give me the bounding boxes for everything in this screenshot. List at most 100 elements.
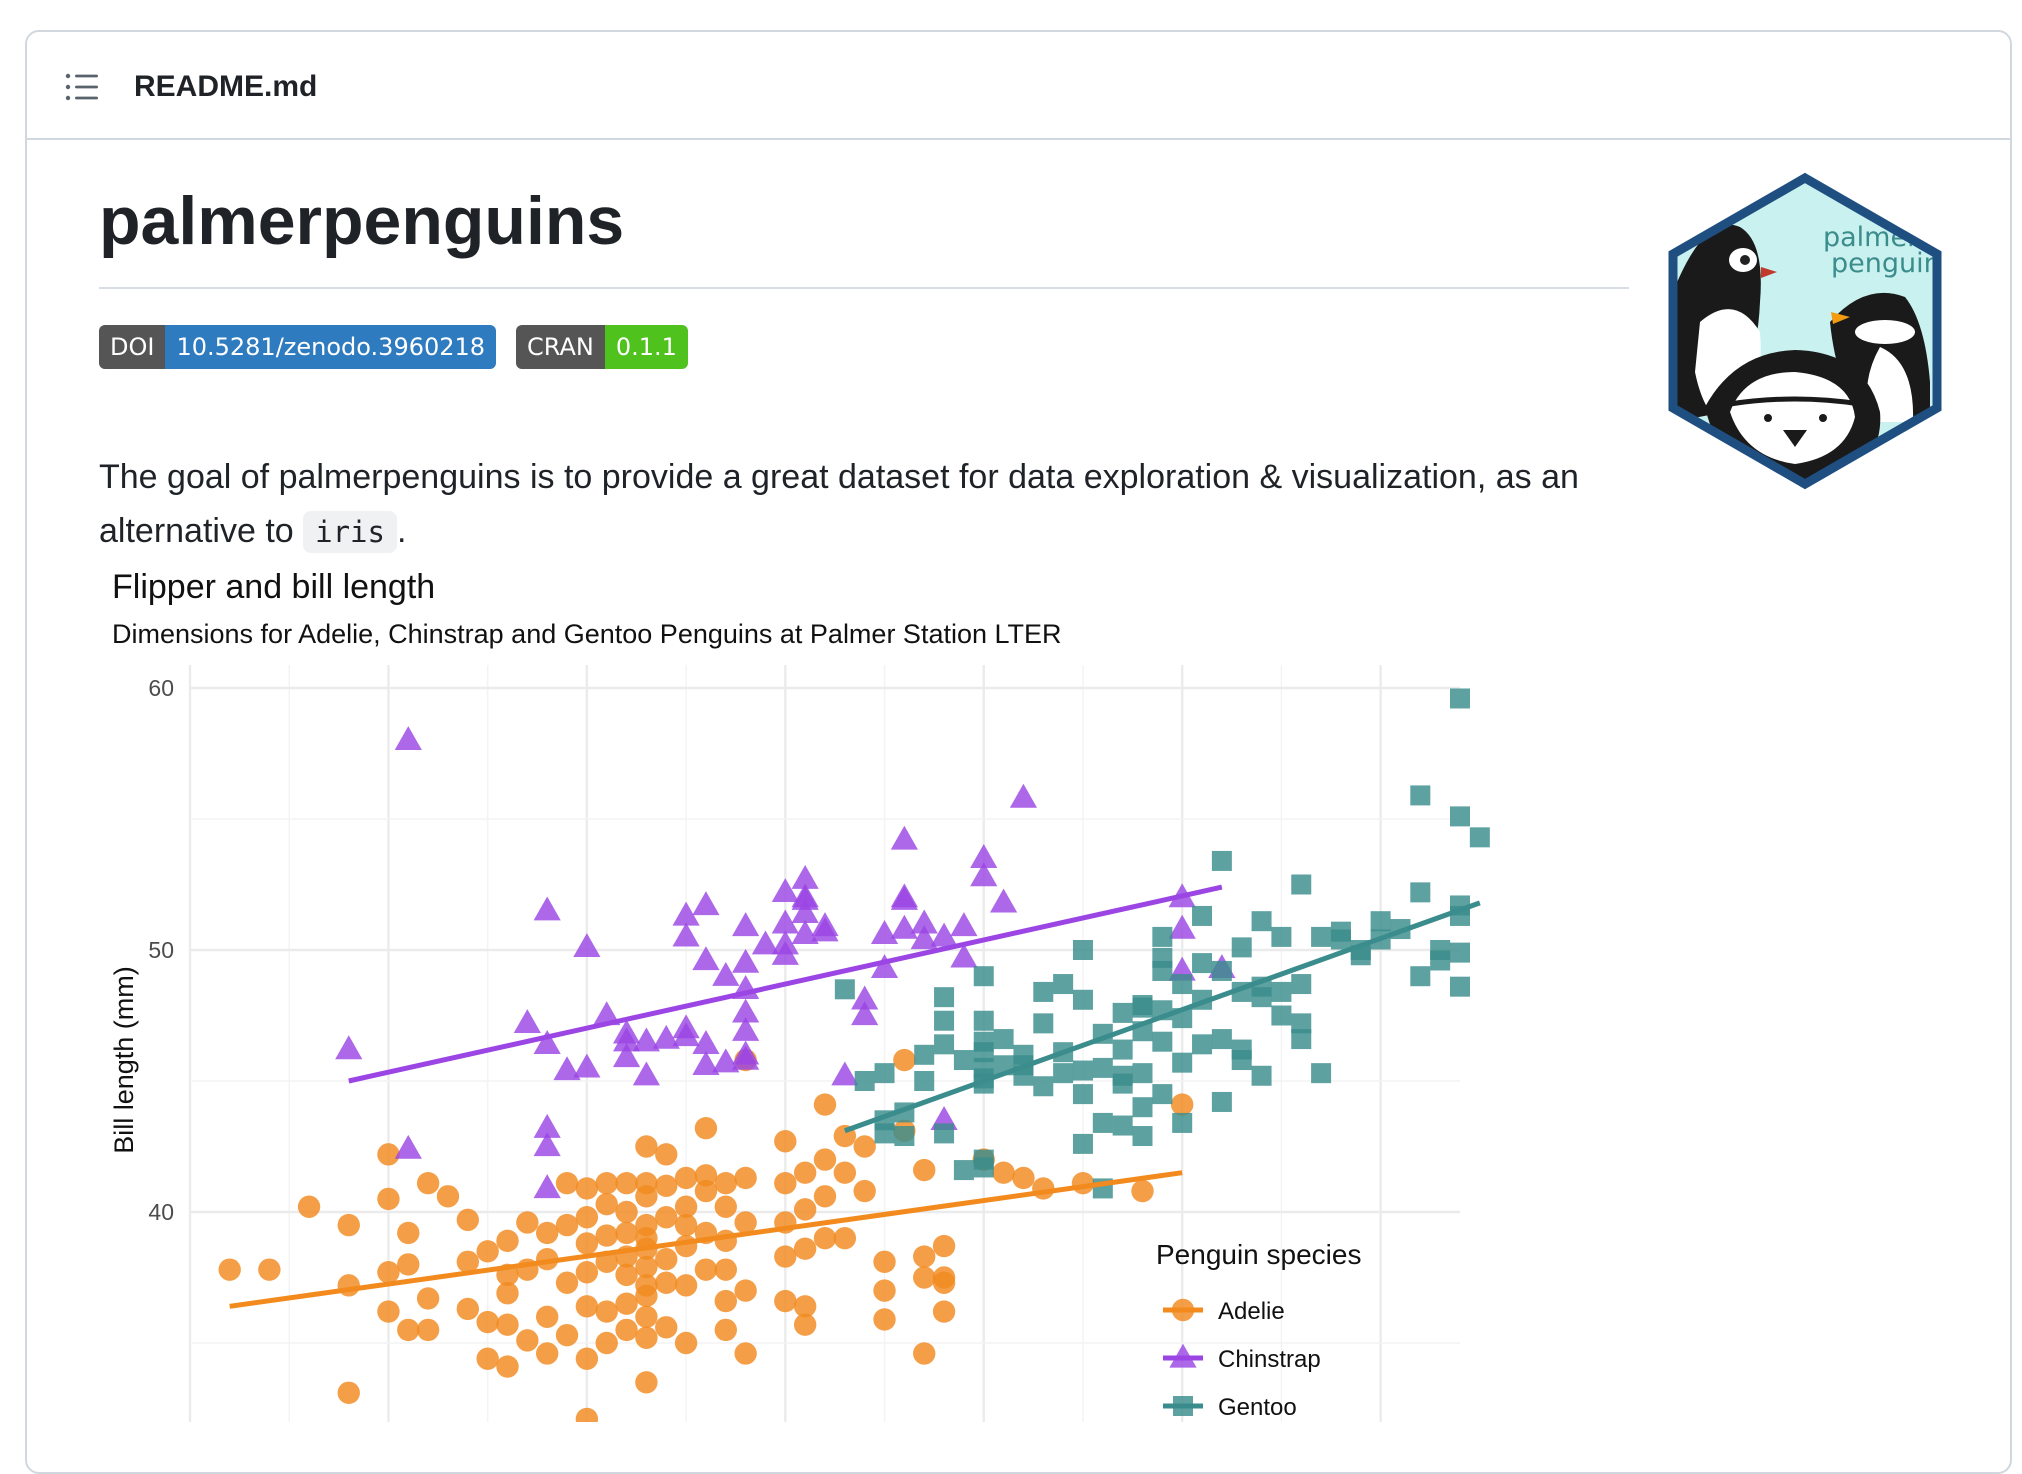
adelie-point xyxy=(635,1326,658,1349)
adelie-point xyxy=(813,1185,837,1208)
adelie-point xyxy=(793,1237,817,1260)
adelie-point xyxy=(535,1342,559,1365)
chinstrap-point xyxy=(1168,914,1196,939)
adelie-point xyxy=(1012,1166,1035,1190)
adelie-point xyxy=(913,1245,936,1268)
chart-legend: Penguin species Adelie Chinstrap Gentoo xyxy=(1156,1239,1361,1421)
chinstrap-point xyxy=(533,1174,561,1199)
chinstrap-point xyxy=(632,1061,661,1086)
adelie-point xyxy=(694,1164,718,1187)
adelie-point xyxy=(416,1318,440,1342)
adelie-point xyxy=(575,1407,599,1422)
chinstrap-point xyxy=(811,917,839,942)
chinstrap-point xyxy=(712,961,740,986)
chinstrap-point xyxy=(632,1027,661,1052)
adelie-point xyxy=(635,1371,658,1394)
y-tick-label: 40 xyxy=(148,1199,174,1225)
gentoo-point xyxy=(973,966,994,987)
adelie-point xyxy=(674,1213,698,1237)
gentoo-point xyxy=(1172,974,1193,995)
gentoo-point xyxy=(1211,960,1232,981)
gentoo-point xyxy=(1092,1057,1113,1078)
adelie-point xyxy=(833,1161,857,1184)
gentoo-point xyxy=(1072,1084,1093,1105)
chinstrap-point xyxy=(791,899,819,923)
gentoo-point xyxy=(874,1063,895,1084)
chinstrap-point xyxy=(612,1027,641,1052)
adelie-point xyxy=(575,1261,599,1284)
file-header: README.md xyxy=(27,32,2010,140)
adelie-point xyxy=(575,1347,599,1370)
logo-line2: penguins xyxy=(1831,248,1945,279)
adelie-point xyxy=(436,1185,460,1208)
gentoo-point xyxy=(1112,1115,1133,1136)
y-tick-labels: 40 50 60 xyxy=(148,675,174,1225)
title-divider xyxy=(99,287,1629,289)
gentoo-point xyxy=(1271,926,1292,947)
adelie-point xyxy=(635,1185,658,1208)
chinstrap-point xyxy=(394,726,422,751)
doi-badge[interactable]: DOI 10.5281/zenodo.3960218 xyxy=(99,325,497,369)
adelie-point xyxy=(694,1116,718,1140)
gentoo-point xyxy=(1192,905,1213,926)
palmerpenguins-logo[interactable]: palmer penguins xyxy=(1665,172,1945,492)
gentoo-point xyxy=(1172,1112,1193,1133)
y-axis-label: Bill length (mm) xyxy=(109,966,139,1154)
chinstrap-point xyxy=(335,1035,363,1060)
y-tick-label: 50 xyxy=(148,937,174,963)
gentoo-point xyxy=(953,1160,974,1181)
adelie-point xyxy=(575,1177,599,1200)
chinstrap-point xyxy=(692,891,720,916)
chinstrap-point xyxy=(533,896,561,921)
gentoo-point xyxy=(1291,874,1312,895)
gentoo-point xyxy=(1469,827,1490,848)
adelie-point xyxy=(555,1213,579,1237)
gentoo-point xyxy=(934,987,955,1008)
adelie-point xyxy=(734,1279,757,1302)
adelie-point xyxy=(575,1206,599,1229)
gentoo-legend-label: Gentoo xyxy=(1218,1394,1297,1421)
chinstrap-point xyxy=(732,948,760,973)
adelie-point xyxy=(913,1158,936,1182)
iris-code: iris xyxy=(303,511,397,553)
adelie-point xyxy=(595,1300,618,1323)
gentoo-point xyxy=(1053,1063,1074,1084)
chinstrap-point xyxy=(692,946,720,971)
gentoo-point xyxy=(1152,926,1173,947)
doi-badge-value: 10.5281/zenodo.3960218 xyxy=(165,325,497,369)
readme-filename[interactable]: README.md xyxy=(134,70,318,103)
adelie-point xyxy=(615,1263,638,1287)
adelie-point xyxy=(774,1289,797,1313)
chinstrap-point xyxy=(910,925,938,950)
adelie-point xyxy=(635,1135,658,1158)
adelie-point xyxy=(913,1342,936,1365)
gentoo-point xyxy=(1211,850,1232,871)
adelie-point xyxy=(496,1229,519,1253)
gentoo-point xyxy=(1311,1063,1332,1084)
adelie-point xyxy=(397,1253,420,1276)
gentoo-point xyxy=(1112,1002,1133,1023)
chinstrap-point xyxy=(851,985,879,1010)
chart-points xyxy=(218,688,1490,1422)
chinstrap-point xyxy=(672,1014,700,1039)
adelie-point xyxy=(615,1171,638,1195)
adelie-point xyxy=(516,1211,539,1234)
chinstrap-point xyxy=(890,883,918,908)
cran-badge[interactable]: CRAN 0.1.1 xyxy=(516,325,688,369)
adelie-point xyxy=(674,1166,698,1190)
chinstrap-point xyxy=(732,1016,760,1041)
adelie-point xyxy=(496,1355,519,1378)
adelie-point xyxy=(655,1143,678,1166)
adelie-point xyxy=(714,1195,737,1218)
adelie-point xyxy=(853,1135,876,1158)
adelie-point xyxy=(714,1258,737,1281)
gentoo-point xyxy=(993,1029,1014,1050)
chinstrap-point xyxy=(989,888,1018,913)
gentoo-point xyxy=(1072,1133,1093,1154)
chinstrap-point xyxy=(870,954,899,978)
gentoo-point xyxy=(973,1042,994,1063)
chinstrap-point xyxy=(732,912,760,937)
adelie-point xyxy=(793,1313,817,1336)
chart-title: Flipper and bill length xyxy=(112,568,435,606)
list-unordered-icon[interactable] xyxy=(65,72,99,102)
